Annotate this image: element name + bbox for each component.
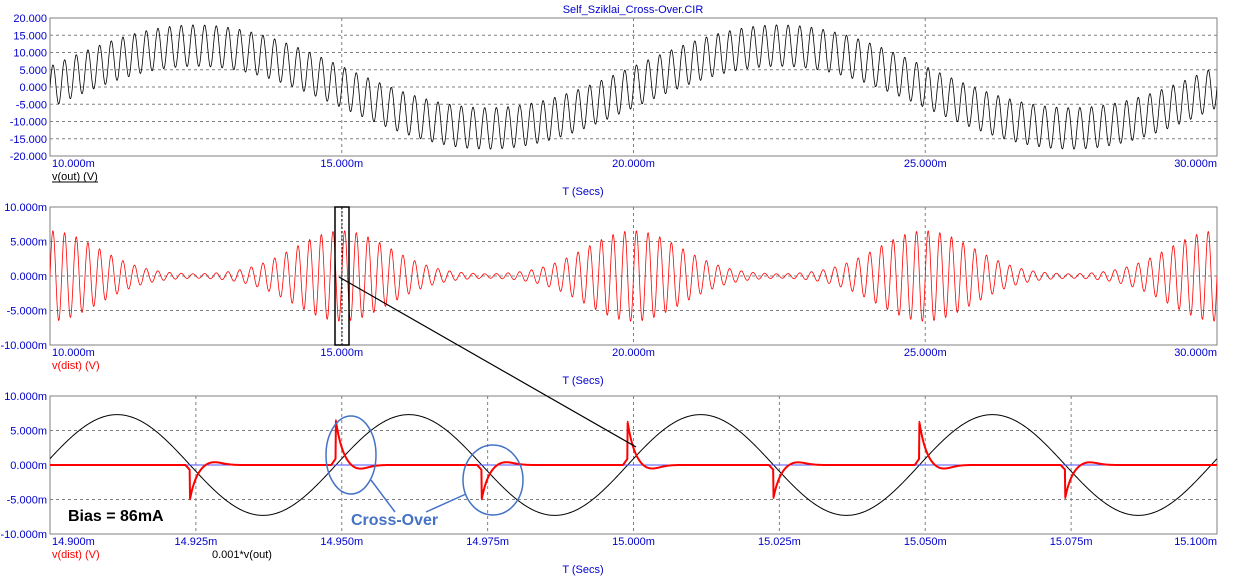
y-tick-label: 5.000m [10,237,47,249]
x-tick-label: 10.000m [52,158,95,170]
crossover-ellipse-2 [462,444,524,516]
legend-scaled-vout: 0.001*v(out) [212,549,272,561]
y-tick-label: -20.000 [10,151,47,163]
spike-point-6 [1064,497,1067,499]
x-tick-label: 15.025m [758,536,801,548]
series-vout-trace [50,24,1217,150]
y-tick-label: 0.000m [10,271,47,283]
plot-panel-middle: 10.000m 5.000m 0.000m -5.000m -10.000m 10.000… [1,202,1218,387]
y-tick-label: 20.000 [13,13,47,25]
legend-vdist-zoom: v(dist) (V) [52,549,100,561]
plot-panel-bottom: 10.000m 5.000m 0.000m -5.000m -10.000m 14.900… [1,391,1218,576]
x-tick-label: 25.000m [904,158,947,170]
spike-point-2 [481,498,483,501]
x-tick-label: 14.900m [52,536,95,548]
y-tick-label: -5.000m [7,306,47,318]
crossover-label: Cross-Over [351,512,438,529]
zoom-connector-line [338,276,637,448]
y-tick-label: -5.000 [16,99,47,111]
x-tick-label: 15.075m [1050,536,1093,548]
y-tick-label: 5.000m [10,426,47,438]
x-tick-label: 15.000m [612,536,655,548]
x-tick-label: 25.000m [904,347,947,359]
series-vdist-zoom-trace [50,420,1217,500]
crossover-pointer-2 [425,493,467,513]
x-tick-label: 30.000m [1174,347,1217,359]
y-tick-label: 0.000 [19,82,47,94]
x-tick-label: 15.050m [904,536,947,548]
x-tick-label: 20.000m [612,158,655,170]
x-tick-label: 15.000m [320,158,363,170]
legend-vdist: v(dist) (V) [52,360,100,372]
y-tick-label: -10.000m [1,340,47,352]
y-tick-label: -10.000 [10,117,47,129]
crossover-pointer-1 [370,479,396,513]
series-vdist-trace [50,230,1217,322]
plot-panel-top: 20.000 15.000 10.000 5.000 0.000 -5.000 -10.00… [10,13,1218,198]
annotation-layer [325,206,637,516]
y-tick-label: 10.000 [13,48,47,60]
spike-point-3 [626,420,629,423]
y-tick-label: 5.000 [19,65,47,77]
spike-point-5 [918,420,921,423]
spike-point-1 [335,419,337,421]
bias-label: Bias = 86mA [68,508,164,525]
x-tick-label: 14.975m [466,536,509,548]
x-axis-label: T (Secs) [562,375,603,387]
x-axis-label: T (Secs) [562,564,603,576]
y-tick-label: -15.000 [10,134,47,146]
chart-title: Self_Sziklai_Cross-Over.CIR [563,4,704,16]
spike-point-0 [189,498,191,501]
y-tick-label: -5.000m [7,495,47,507]
x-axis-label: T (Secs) [562,186,603,198]
legend-vout: v(out) (V) [52,171,98,183]
spike-point-4 [772,497,775,499]
crossover-ellipse-1 [325,415,377,495]
x-tick-label: 10.000m [52,347,95,359]
y-tick-label: 0.000m [10,460,47,472]
y-tick-label: 15.000 [13,30,47,42]
series-scaled-vout-trace [50,414,1217,516]
y-tick-label: 10.000m [4,202,47,214]
x-tick-label: 14.925m [174,536,217,548]
x-tick-label: 20.000m [612,347,655,359]
x-tick-label: 15.100m [1174,536,1217,548]
y-tick-label: 10.000m [4,391,47,403]
x-tick-label: 14.950m [320,536,363,548]
x-tick-label: 30.000m [1174,158,1217,170]
y-tick-label: -10.000m [1,529,47,541]
x-tick-label: 15.000m [320,347,363,359]
